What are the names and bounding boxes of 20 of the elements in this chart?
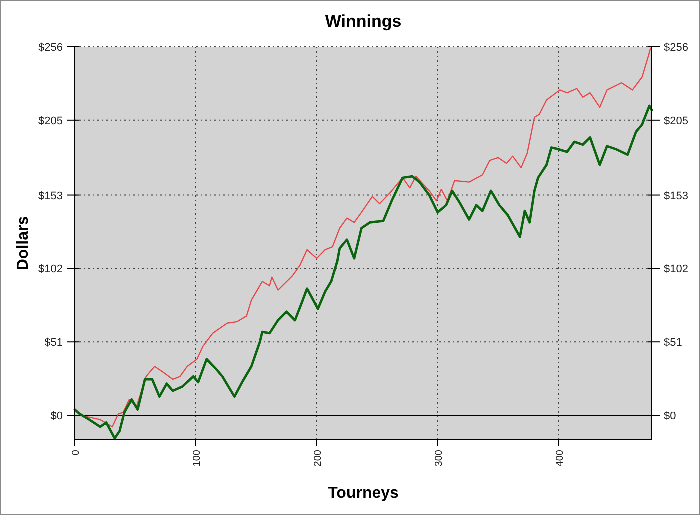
x-axis-title: Tourneys — [328, 485, 400, 502]
y2-tick-label: $153 — [664, 190, 688, 202]
y2-tick-label: $51 — [664, 337, 682, 350]
y-tick-label: $153 — [38, 190, 63, 202]
x-tick-label: 0 — [71, 450, 82, 456]
y-tick-label: $256 — [38, 42, 63, 54]
y2-tick-label: $205 — [664, 115, 688, 128]
y-tick-label: $51 — [44, 337, 63, 350]
chart-title: Winnings — [325, 12, 402, 31]
y2-tick-label: $0 — [664, 410, 676, 423]
y2-tick-label: $256 — [664, 42, 688, 54]
y-tick-label: $205 — [38, 115, 63, 128]
y-tick-label: $102 — [38, 264, 63, 276]
x-tick-label: 200 — [312, 450, 324, 467]
y-tick-label: $0 — [50, 410, 63, 423]
y2-tick-label: $102 — [664, 264, 688, 276]
y-axis-title: Dollars — [15, 216, 32, 271]
x-tick-label: 100 — [192, 450, 203, 467]
x-tick-label: 300 — [434, 450, 445, 467]
x-tick-label: 400 — [554, 450, 566, 467]
